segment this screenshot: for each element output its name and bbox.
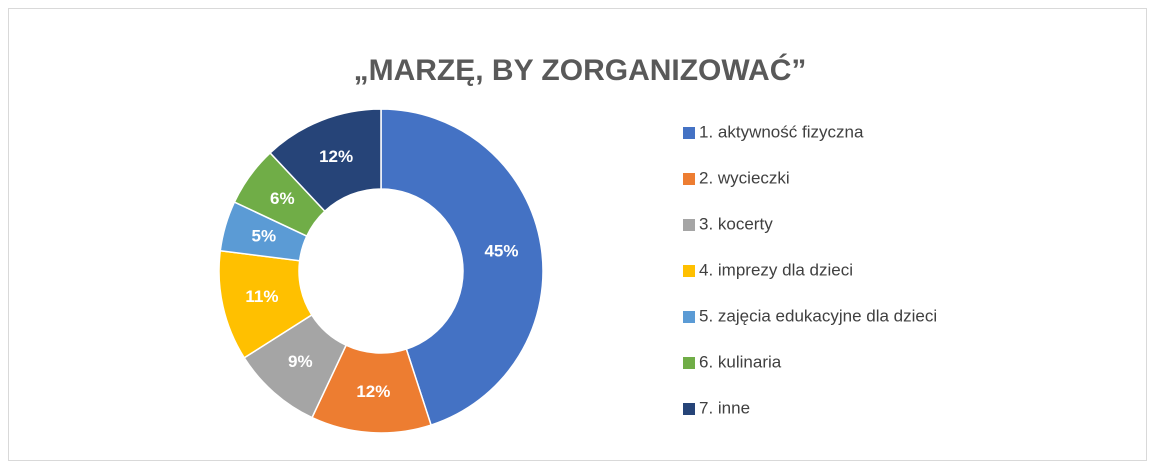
chart-frame xyxy=(8,8,1147,461)
legend-label: 2. wycieczki xyxy=(699,168,790,187)
donut-segment xyxy=(269,108,382,213)
legend-swatch xyxy=(683,403,695,415)
legend-label: 1. aktywność fizyczna xyxy=(699,122,864,141)
data-label: 12% xyxy=(319,147,353,166)
legend-swatch xyxy=(683,219,695,231)
data-label: 5% xyxy=(252,226,277,245)
legend-swatch xyxy=(683,173,695,185)
legend-label: 3. kocerty xyxy=(699,214,773,233)
legend-label: 7. inne xyxy=(699,398,750,417)
data-label: 12% xyxy=(356,382,390,401)
legend-label: 6. kulinaria xyxy=(699,352,782,371)
donut-segment xyxy=(380,108,544,427)
legend-swatch xyxy=(683,357,695,369)
legend-label: 5. zajęcia edukacyjne dla dzieci xyxy=(699,306,937,325)
data-label: 6% xyxy=(270,189,295,208)
legend-swatch xyxy=(683,265,695,277)
legend-swatch xyxy=(683,127,695,139)
chart-title: „MARZĘ, BY ZORGANIZOWAĆ” xyxy=(354,53,807,87)
data-label: 11% xyxy=(245,287,278,306)
legend-label: 4. imprezy dla dzieci xyxy=(699,260,853,279)
data-label: 45% xyxy=(484,241,518,260)
legend-swatch xyxy=(683,311,695,323)
data-label: 9% xyxy=(288,352,313,371)
